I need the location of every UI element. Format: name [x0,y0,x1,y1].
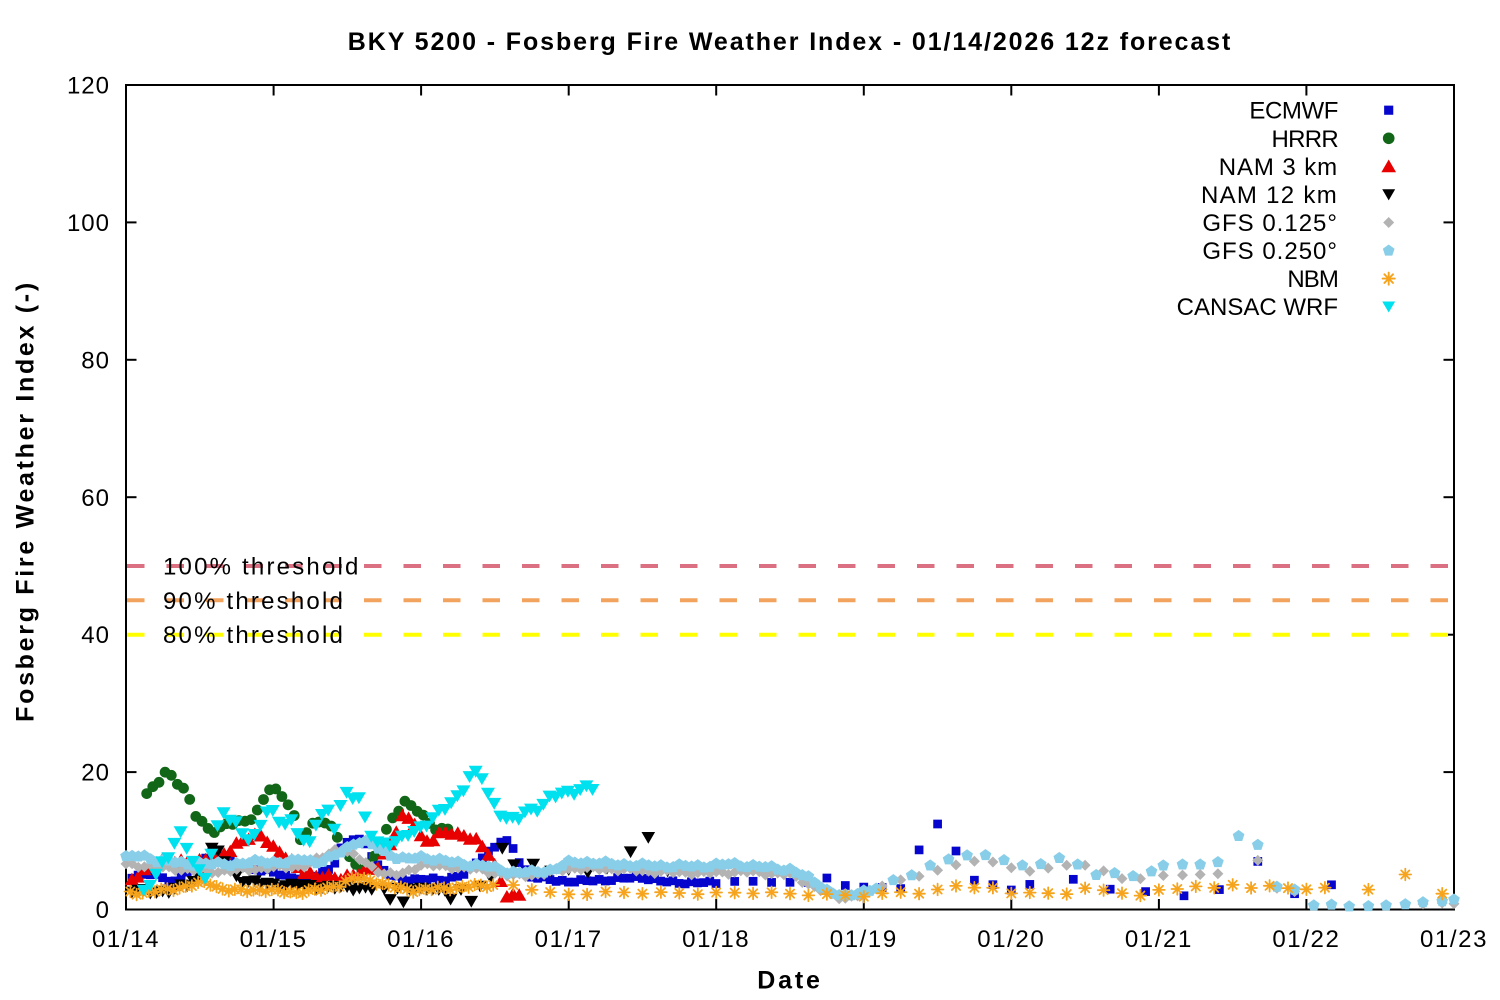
svg-text:CANSAC WRF: CANSAC WRF [1177,294,1338,321]
svg-text:01/22: 01/22 [1272,926,1340,953]
svg-text:100: 100 [67,210,110,237]
svg-text:01/20: 01/20 [977,926,1045,953]
svg-text:01/18: 01/18 [682,926,750,953]
svg-text:01/17: 01/17 [535,926,603,953]
svg-text:90% threshold: 90% threshold [163,588,345,615]
svg-text:HRRR: HRRR [1271,126,1338,153]
svg-text:01/16: 01/16 [387,926,455,953]
svg-text:20: 20 [81,760,110,787]
svg-text:NBM: NBM [1287,266,1338,293]
svg-text:GFS 0.250°: GFS 0.250° [1202,238,1338,265]
svg-text:40: 40 [81,622,110,649]
svg-text:NAM 3 km: NAM 3 km [1219,154,1338,181]
svg-text:120: 120 [67,73,110,100]
svg-text:80: 80 [81,347,110,374]
svg-text:01/14: 01/14 [92,926,160,953]
svg-text:80% threshold: 80% threshold [163,622,345,649]
svg-text:60: 60 [81,485,110,512]
svg-text:01/21: 01/21 [1125,926,1193,953]
svg-text:100% threshold: 100% threshold [163,554,361,581]
svg-text:BKY 5200 - Fosberg Fire Weathe: BKY 5200 - Fosberg Fire Weather Index - … [348,28,1232,56]
svg-text:GFS 0.125°: GFS 0.125° [1202,210,1338,237]
svg-text:NAM 12 km: NAM 12 km [1201,182,1338,209]
svg-text:Fosberg Fire Weather Index (-): Fosberg Fire Weather Index (-) [12,280,40,722]
svg-text:01/15: 01/15 [240,926,308,953]
svg-text:ECMWF: ECMWF [1249,98,1338,125]
svg-text:01/23: 01/23 [1420,926,1488,953]
svg-text:Date: Date [757,967,822,995]
svg-text:0: 0 [96,897,110,924]
svg-text:01/19: 01/19 [830,926,898,953]
